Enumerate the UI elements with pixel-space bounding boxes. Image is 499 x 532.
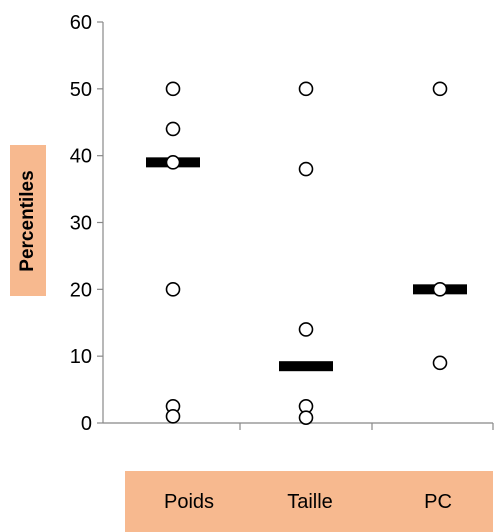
data-points bbox=[165, 81, 448, 425]
y-tick-label-20: 20 bbox=[70, 279, 92, 301]
data-point-pc-2 bbox=[432, 355, 448, 371]
y-tick-label-30: 30 bbox=[70, 213, 92, 235]
data-point-poids-0 bbox=[165, 81, 181, 97]
data-point-taille-0 bbox=[298, 81, 314, 97]
category-label-box: Poids Taille PC bbox=[125, 471, 493, 532]
data-point-taille-2 bbox=[298, 322, 314, 337]
median-bars bbox=[146, 157, 467, 372]
category-label-taille: Taille bbox=[287, 491, 333, 513]
data-point-poids-2 bbox=[165, 155, 181, 170]
data-point-poids-3 bbox=[165, 282, 181, 297]
median-bar-taille bbox=[279, 361, 333, 372]
data-point-pc-0 bbox=[432, 81, 448, 97]
y-tick-label-50: 50 bbox=[70, 79, 92, 101]
y-tick-label-60: 60 bbox=[70, 12, 92, 34]
data-point-taille-4 bbox=[298, 410, 314, 425]
y-tick-label-10: 10 bbox=[70, 346, 92, 368]
y-ticks: 0 10 20 30 40 50 60 bbox=[70, 12, 103, 435]
data-point-taille-1 bbox=[298, 161, 314, 177]
y-tick-label-40: 40 bbox=[70, 146, 92, 168]
y-tick-label-0: 0 bbox=[81, 413, 92, 435]
y-axis-label-box: Percentiles bbox=[10, 145, 46, 296]
data-point-pc-1 bbox=[432, 282, 448, 297]
category-label-poids: Poids bbox=[163, 491, 215, 513]
data-point-poids-1 bbox=[165, 121, 181, 137]
category-label-pc: PC bbox=[424, 491, 452, 513]
y-axis-label: Percentiles bbox=[17, 169, 38, 272]
data-point-poids-5 bbox=[165, 409, 181, 424]
